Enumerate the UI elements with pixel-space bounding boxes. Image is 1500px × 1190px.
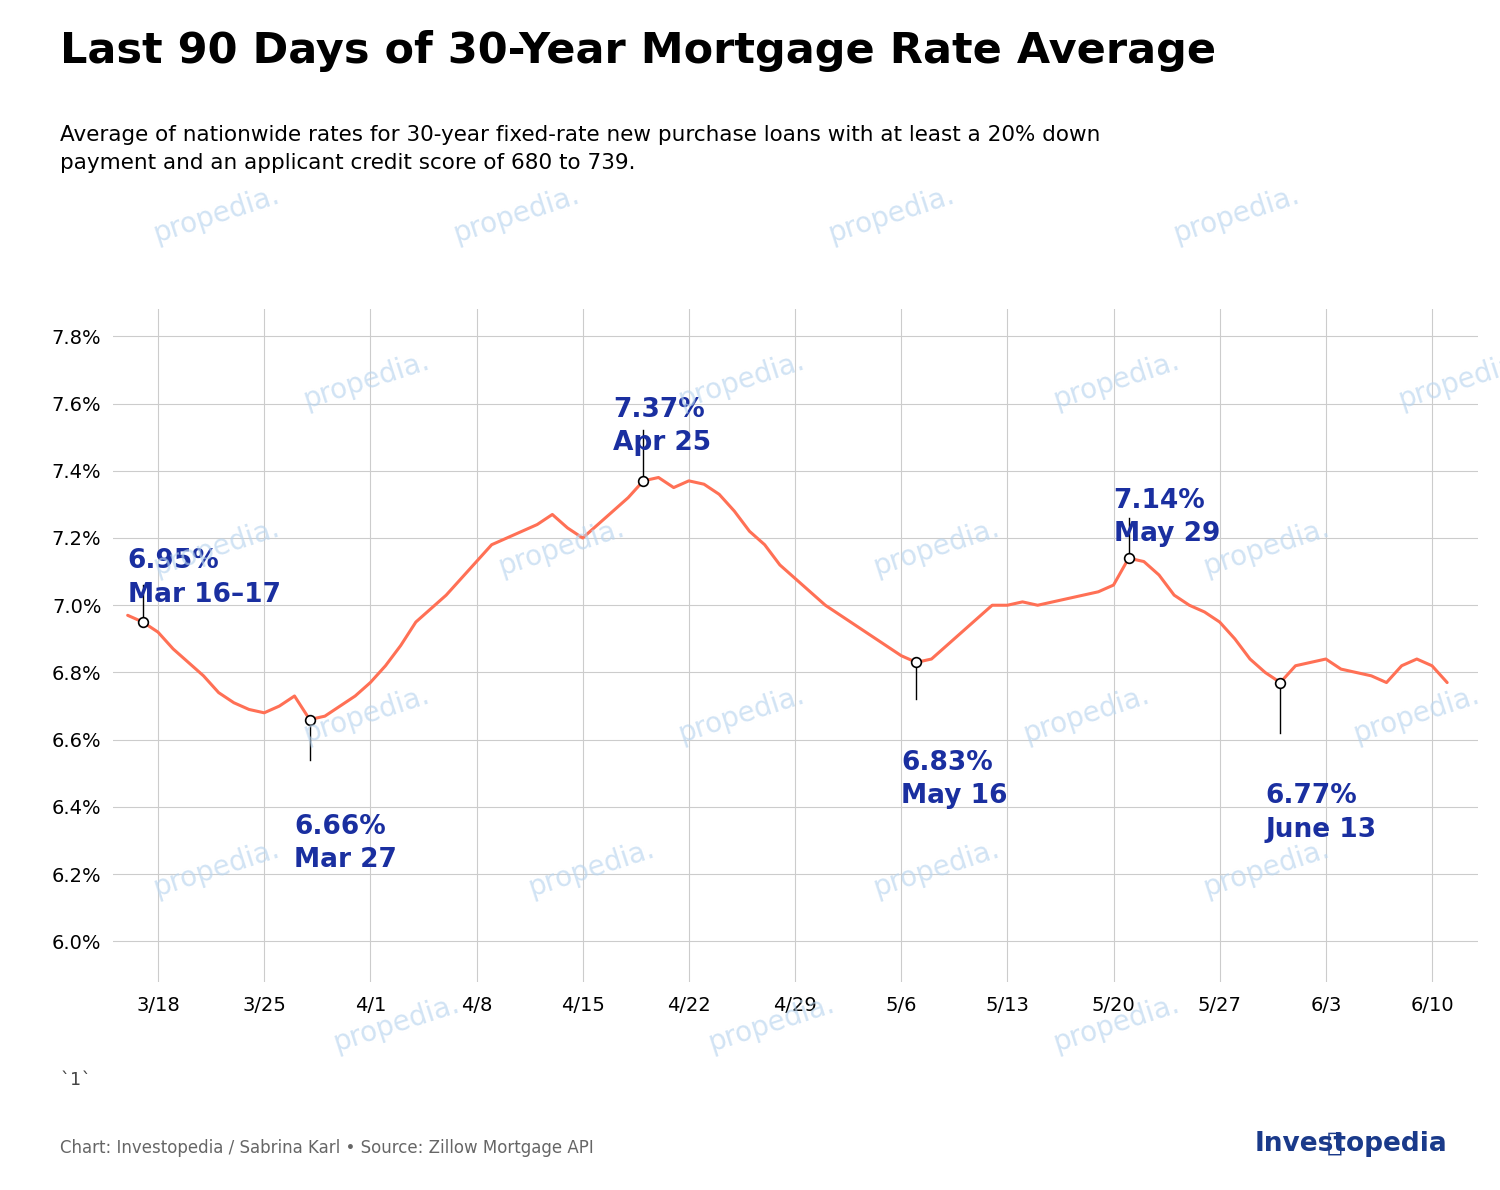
Text: propedia.: propedia. (1395, 347, 1500, 414)
Text: propedia.: propedia. (870, 835, 1004, 902)
Text: Investopedia: Investopedia (1254, 1130, 1448, 1157)
Text: propedia.: propedia. (675, 681, 808, 747)
Text: propedia.: propedia. (330, 990, 464, 1057)
Text: Average of nationwide rates for 30-year fixed-rate new purchase loans with at le: Average of nationwide rates for 30-year … (60, 125, 1101, 173)
Text: propedia.: propedia. (1350, 681, 1484, 747)
Text: propedia.: propedia. (825, 181, 958, 248)
Text: Mar 27: Mar 27 (294, 847, 398, 873)
Text: 6.83%: 6.83% (902, 750, 993, 776)
Text: May 29: May 29 (1113, 521, 1220, 547)
Text: 6.66%: 6.66% (294, 814, 387, 840)
Text: May 16: May 16 (902, 783, 1008, 809)
Text: 7.37%: 7.37% (614, 396, 705, 422)
Text: propedia.: propedia. (1200, 835, 1334, 902)
Text: ⓘ: ⓘ (1326, 1130, 1342, 1157)
Text: Apr 25: Apr 25 (614, 431, 711, 457)
Text: 6.95%: 6.95% (128, 549, 219, 574)
Text: propedia.: propedia. (1050, 990, 1184, 1057)
Text: propedia.: propedia. (675, 347, 808, 414)
Text: `1`: `1` (60, 1071, 93, 1089)
Text: propedia.: propedia. (300, 347, 433, 414)
Text: Chart: Investopedia / Sabrina Karl • Source: Zillow Mortgage API: Chart: Investopedia / Sabrina Karl • Sou… (60, 1139, 594, 1157)
Text: propedia.: propedia. (450, 181, 584, 248)
Text: propedia.: propedia. (495, 514, 628, 581)
Text: propedia.: propedia. (870, 514, 1004, 581)
Text: propedia.: propedia. (300, 681, 433, 747)
Text: propedia.: propedia. (1020, 681, 1154, 747)
Text: propedia.: propedia. (1170, 181, 1304, 248)
Text: Last 90 Days of 30-Year Mortgage Rate Average: Last 90 Days of 30-Year Mortgage Rate Av… (60, 30, 1216, 71)
Text: propedia.: propedia. (150, 835, 284, 902)
Text: June 13: June 13 (1264, 818, 1377, 843)
Text: propedia.: propedia. (150, 514, 284, 581)
Text: 7.14%: 7.14% (1113, 488, 1206, 514)
Text: propedia.: propedia. (705, 990, 839, 1057)
Text: propedia.: propedia. (150, 181, 284, 248)
Text: propedia.: propedia. (1050, 347, 1184, 414)
Text: 6.77%: 6.77% (1264, 783, 1358, 809)
Text: Mar 16–17: Mar 16–17 (128, 582, 280, 608)
Text: propedia.: propedia. (1200, 514, 1334, 581)
Text: propedia.: propedia. (525, 835, 658, 902)
